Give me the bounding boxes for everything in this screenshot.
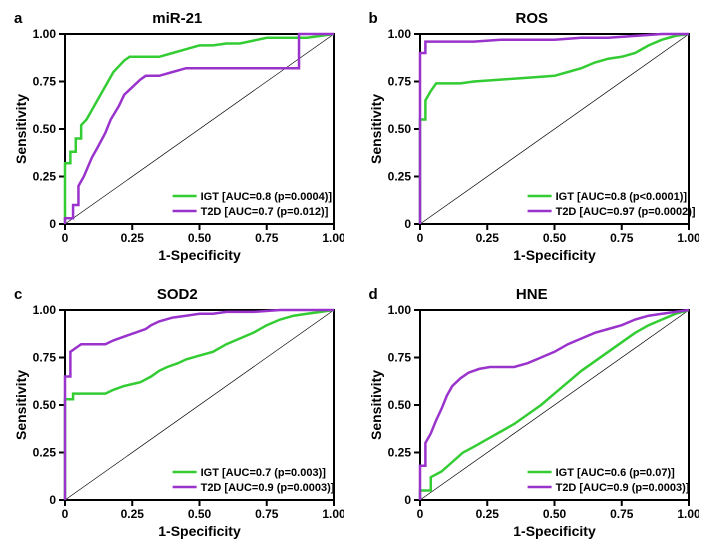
svg-text:0.25: 0.25	[387, 445, 411, 459]
svg-text:IGT [AUC=0.7 (p=0.003)]: IGT [AUC=0.7 (p=0.003)]	[201, 467, 327, 479]
roc-chart-c: 0 0.25 0.50 0.75 1.00 0 0.25 0.50 0.75 1.00 1-Spec…	[10, 305, 344, 540]
svg-text:0.50: 0.50	[387, 398, 411, 412]
svg-text:0.75: 0.75	[33, 350, 57, 364]
panel-title-a: miR-21	[10, 10, 345, 27]
svg-text:Sensitivity: Sensitivity	[13, 369, 29, 439]
panel-title-c: SOD2	[10, 286, 345, 303]
svg-text:1.00: 1.00	[33, 305, 57, 317]
panel-letter-b: b	[369, 10, 378, 27]
svg-text:T2D [AUC=0.97 (p=0.0002)]: T2D [AUC=0.97 (p=0.0002)]	[555, 206, 695, 218]
svg-text:IGT [AUC=0.6 (p=0.07)]: IGT [AUC=0.6 (p=0.07)]	[555, 467, 675, 479]
svg-text:1-Specificity: 1-Specificity	[158, 523, 241, 539]
svg-text:0.50: 0.50	[33, 398, 57, 412]
svg-text:0.25: 0.25	[475, 231, 499, 245]
svg-text:0: 0	[404, 493, 411, 507]
svg-text:0.75: 0.75	[387, 75, 411, 89]
svg-text:1.00: 1.00	[677, 507, 699, 521]
svg-text:0: 0	[416, 231, 423, 245]
svg-text:1.00: 1.00	[322, 507, 344, 521]
svg-text:0.75: 0.75	[387, 350, 411, 364]
svg-text:0.50: 0.50	[542, 231, 566, 245]
svg-text:0.75: 0.75	[610, 231, 634, 245]
svg-text:0: 0	[49, 217, 56, 231]
svg-text:1.00: 1.00	[387, 305, 411, 317]
svg-text:0.25: 0.25	[121, 231, 145, 245]
svg-text:1.00: 1.00	[387, 29, 411, 41]
panel-d: d HNE 0 0.25 0.50 0.75 1.00 0 0.25 0.50 0.75 1.00…	[365, 286, 700, 542]
svg-text:IGT [AUC=0.8 (p=0.0004)]: IGT [AUC=0.8 (p=0.0004)]	[201, 191, 333, 203]
svg-text:0.75: 0.75	[610, 507, 634, 521]
svg-text:0.50: 0.50	[387, 122, 411, 136]
svg-text:0.25: 0.25	[33, 170, 57, 184]
svg-text:0: 0	[416, 507, 423, 521]
svg-text:0.50: 0.50	[188, 507, 212, 521]
panel-a: a miR-21 0 0.25 0.50 0.75 1.00 0 0.25 0.50 0.75 1…	[10, 10, 345, 266]
svg-text:0: 0	[49, 493, 56, 507]
svg-text:1.00: 1.00	[322, 231, 344, 245]
svg-text:T2D [AUC=0.9 (p=0.0003)]: T2D [AUC=0.9 (p=0.0003)]	[201, 482, 335, 494]
chart-grid: a miR-21 0 0.25 0.50 0.75 1.00 0 0.25 0.50 0.75 1…	[10, 10, 699, 541]
roc-chart-a: 0 0.25 0.50 0.75 1.00 0 0.25 0.50 0.75 1.00 1-Spec…	[10, 29, 344, 264]
panel-title-d: HNE	[365, 286, 700, 303]
svg-text:1-Specificity: 1-Specificity	[158, 247, 241, 263]
svg-text:1.00: 1.00	[33, 29, 57, 41]
svg-text:Sensitivity: Sensitivity	[13, 94, 29, 164]
svg-text:0.25: 0.25	[475, 507, 499, 521]
panel-letter-c: c	[14, 286, 22, 303]
panel-b: b ROS 0 0.25 0.50 0.75 1.00 0 0.25 0.50 0.75 1.00…	[365, 10, 700, 266]
svg-text:1.00: 1.00	[677, 231, 699, 245]
panel-letter-a: a	[14, 10, 22, 27]
svg-text:Sensitivity: Sensitivity	[368, 369, 384, 439]
roc-chart-d: 0 0.25 0.50 0.75 1.00 0 0.25 0.50 0.75 1.00 1-Spec…	[365, 305, 699, 540]
svg-text:0: 0	[62, 231, 69, 245]
svg-text:0: 0	[62, 507, 69, 521]
svg-text:0.75: 0.75	[255, 507, 279, 521]
svg-text:T2D [AUC=0.7 (p=0.012)]: T2D [AUC=0.7 (p=0.012)]	[201, 206, 329, 218]
svg-text:T2D [AUC=0.9 (p=0.0003)]: T2D [AUC=0.9 (p=0.0003)]	[555, 482, 689, 494]
panel-title-b: ROS	[365, 10, 700, 27]
svg-text:0.50: 0.50	[188, 231, 212, 245]
svg-text:0.25: 0.25	[387, 170, 411, 184]
svg-text:Sensitivity: Sensitivity	[368, 94, 384, 164]
svg-text:1-Specificity: 1-Specificity	[513, 247, 596, 263]
svg-text:0.75: 0.75	[33, 75, 57, 89]
svg-text:1-Specificity: 1-Specificity	[513, 523, 596, 539]
svg-text:0.75: 0.75	[255, 231, 279, 245]
svg-text:0: 0	[404, 217, 411, 231]
panel-c: c SOD2 0 0.25 0.50 0.75 1.00 0 0.25 0.50 0.75 1.0…	[10, 286, 345, 542]
svg-text:IGT [AUC=0.8 (p<0.0001)]: IGT [AUC=0.8 (p<0.0001)]	[555, 191, 687, 203]
svg-text:0.50: 0.50	[542, 507, 566, 521]
svg-text:0.25: 0.25	[121, 507, 145, 521]
roc-chart-b: 0 0.25 0.50 0.75 1.00 0 0.25 0.50 0.75 1.00 1-Spec…	[365, 29, 699, 264]
svg-text:0.25: 0.25	[33, 445, 57, 459]
panel-letter-d: d	[369, 286, 378, 303]
svg-text:0.50: 0.50	[33, 122, 57, 136]
